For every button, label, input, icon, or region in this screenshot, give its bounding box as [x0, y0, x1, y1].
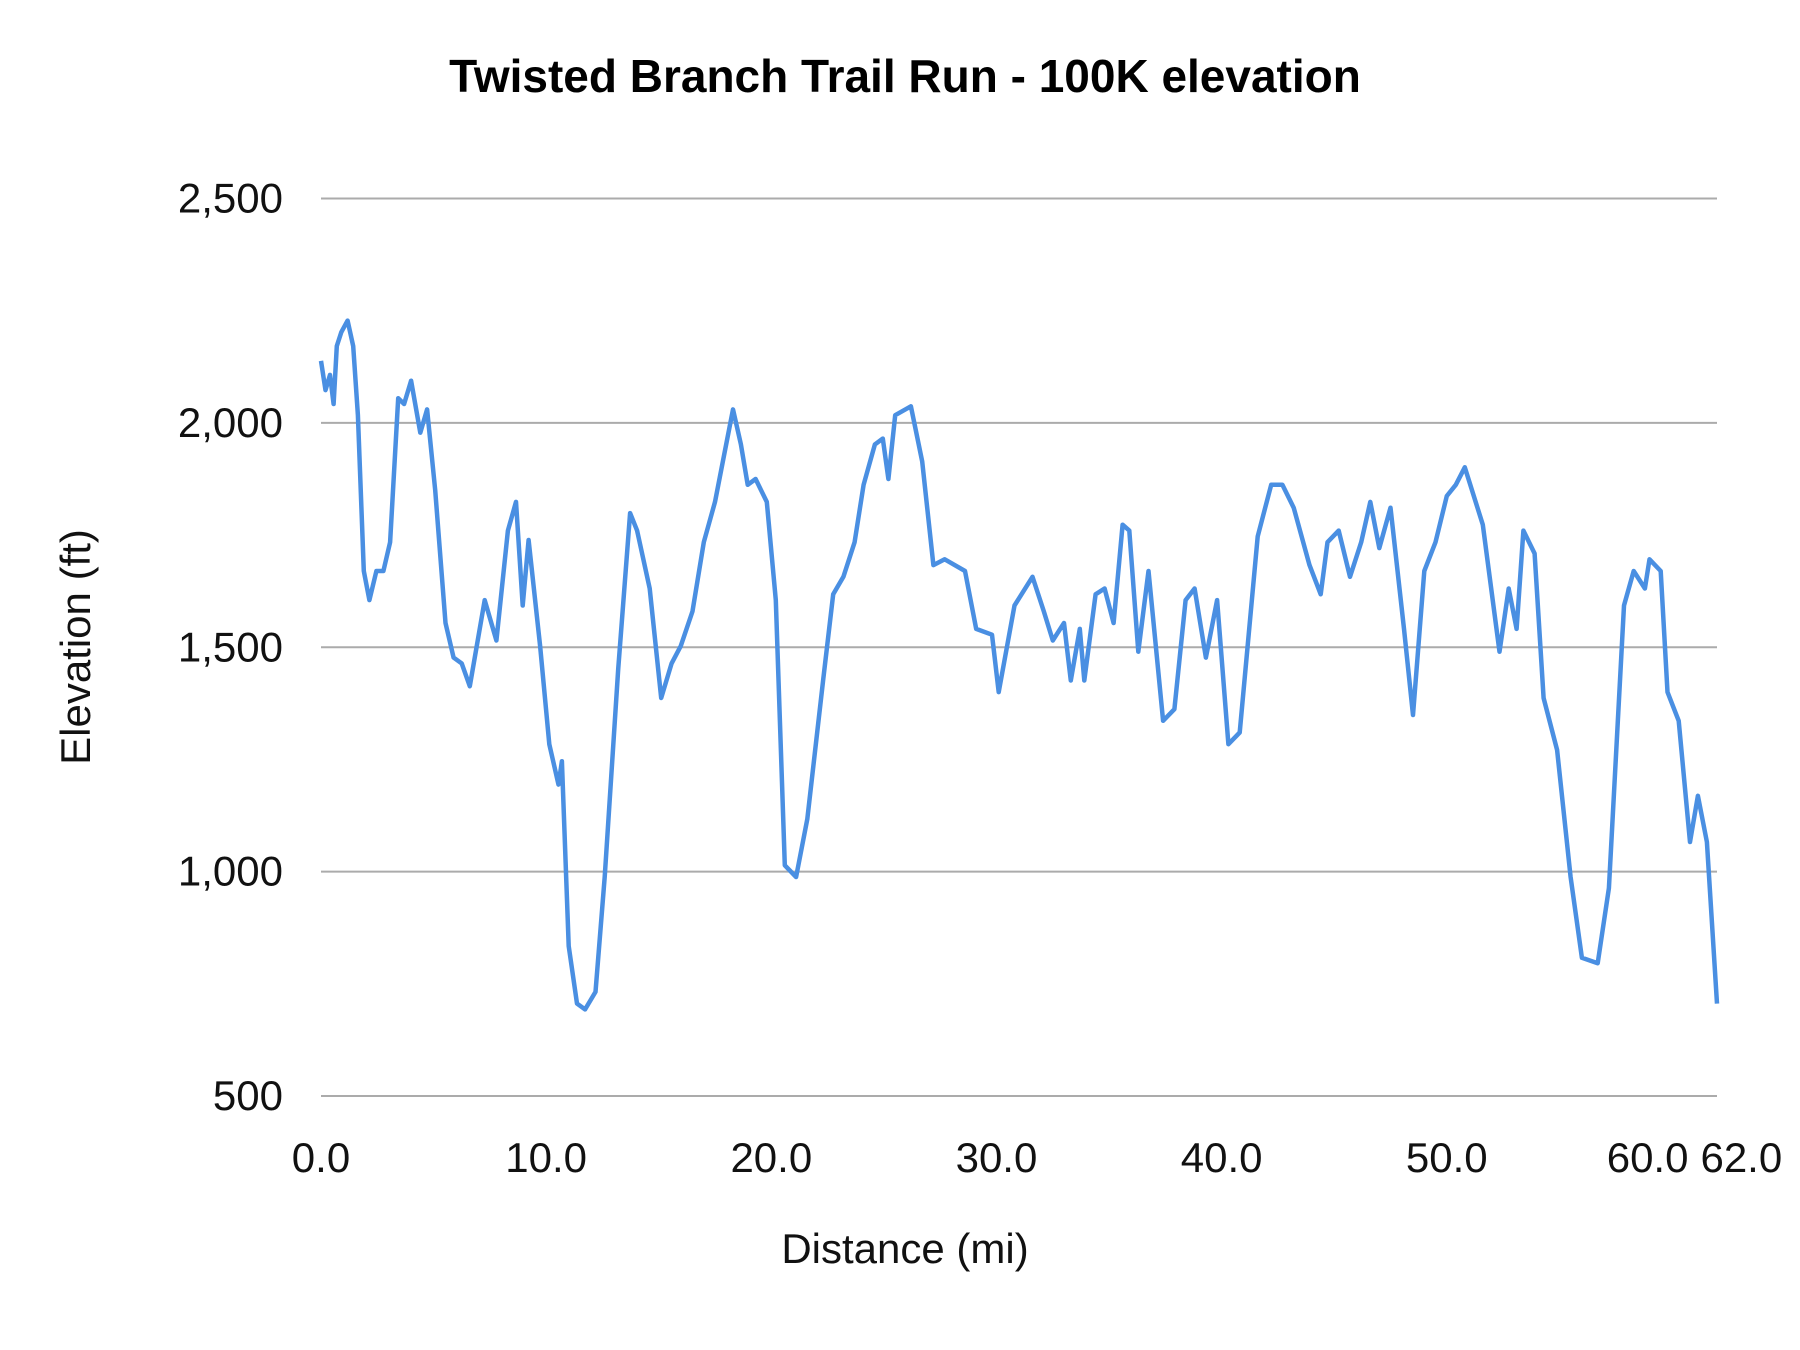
x-tick-label: 62.0 — [1700, 1134, 1782, 1181]
elevation-line — [318, 318, 1720, 1012]
y-tick-label: 1,000 — [178, 848, 283, 895]
x-tick-label: 50.0 — [1406, 1134, 1488, 1181]
y-axis-ticks: 500 1,000 1,500 2,000 2,500 — [178, 175, 283, 1120]
x-tick-label: 20.0 — [730, 1134, 812, 1181]
y-tick-label: 1,500 — [178, 623, 283, 670]
y-tick-label: 2,500 — [178, 175, 283, 222]
x-tick-label: 60.0 — [1607, 1134, 1689, 1181]
x-axis-label: Distance (mi) — [781, 1225, 1028, 1272]
x-tick-label: 30.0 — [956, 1134, 1038, 1181]
x-tick-label: 10.0 — [505, 1134, 587, 1181]
x-tick-label: 0.0 — [292, 1134, 350, 1181]
y-tick-label: 500 — [213, 1072, 283, 1119]
x-tick-label: 40.0 — [1181, 1134, 1263, 1181]
gridlines — [321, 197, 1717, 1097]
chart-title: Twisted Branch Trail Run - 100K elevatio… — [449, 50, 1361, 102]
y-axis-label: Elevation (ft) — [52, 529, 99, 765]
y-tick-label: 2,000 — [178, 399, 283, 446]
x-axis-ticks: 0.0 10.0 20.0 30.0 40.0 50.0 60.0 62.0 — [292, 1134, 1782, 1181]
